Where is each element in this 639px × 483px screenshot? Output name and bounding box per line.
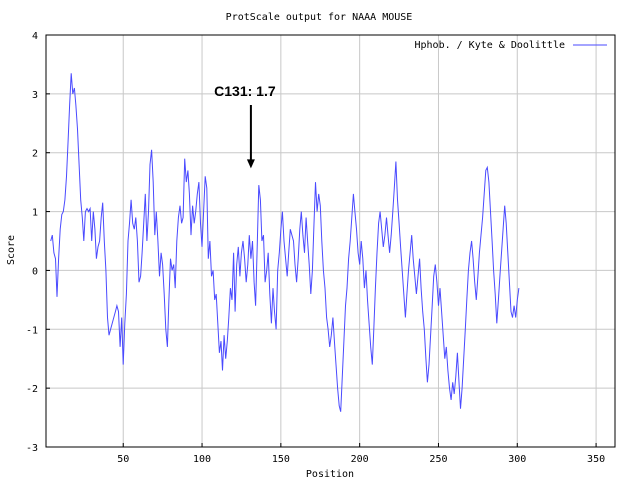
y-tick-label: 1	[32, 208, 38, 219]
annotation-label: C131: 1.7	[214, 83, 276, 99]
y-tick-label: -2	[26, 384, 38, 395]
legend-label: Hphob. / Kyte & Doolittle	[414, 40, 565, 51]
x-axis-label: Position	[306, 469, 354, 480]
y-tick-label: 0	[32, 266, 38, 277]
y-axis-label: Score	[6, 235, 17, 265]
y-axis-ticks: -3 -2 -1 0 1 2 3 4	[26, 31, 50, 454]
y-tick-label: -1	[26, 325, 38, 336]
x-tick-label: 250	[429, 454, 447, 465]
x-tick-label: 300	[508, 454, 526, 465]
series-line-hydrophobicity	[50, 73, 520, 412]
x-tick-label: 150	[272, 454, 290, 465]
grid	[46, 35, 615, 447]
legend: Hphob. / Kyte & Doolittle	[414, 40, 607, 51]
plot-area	[45, 34, 616, 448]
peak-annotation: C131: 1.7	[214, 83, 276, 169]
x-tick-label: 200	[351, 454, 369, 465]
x-tick-label: 350	[587, 454, 605, 465]
x-axis-ticks: 50 100 150 200 250 300 350	[117, 443, 605, 465]
y-tick-label: 3	[32, 90, 38, 101]
x-tick-label: 50	[117, 454, 129, 465]
x-tick-label: 100	[193, 454, 211, 465]
y-tick-label: 4	[32, 31, 38, 42]
y-tick-label: 2	[32, 149, 38, 160]
chart-title: ProtScale output for NAAA MOUSE	[226, 12, 413, 23]
annotation-arrow-head	[246, 159, 255, 169]
y-tick-label: -3	[26, 443, 38, 454]
